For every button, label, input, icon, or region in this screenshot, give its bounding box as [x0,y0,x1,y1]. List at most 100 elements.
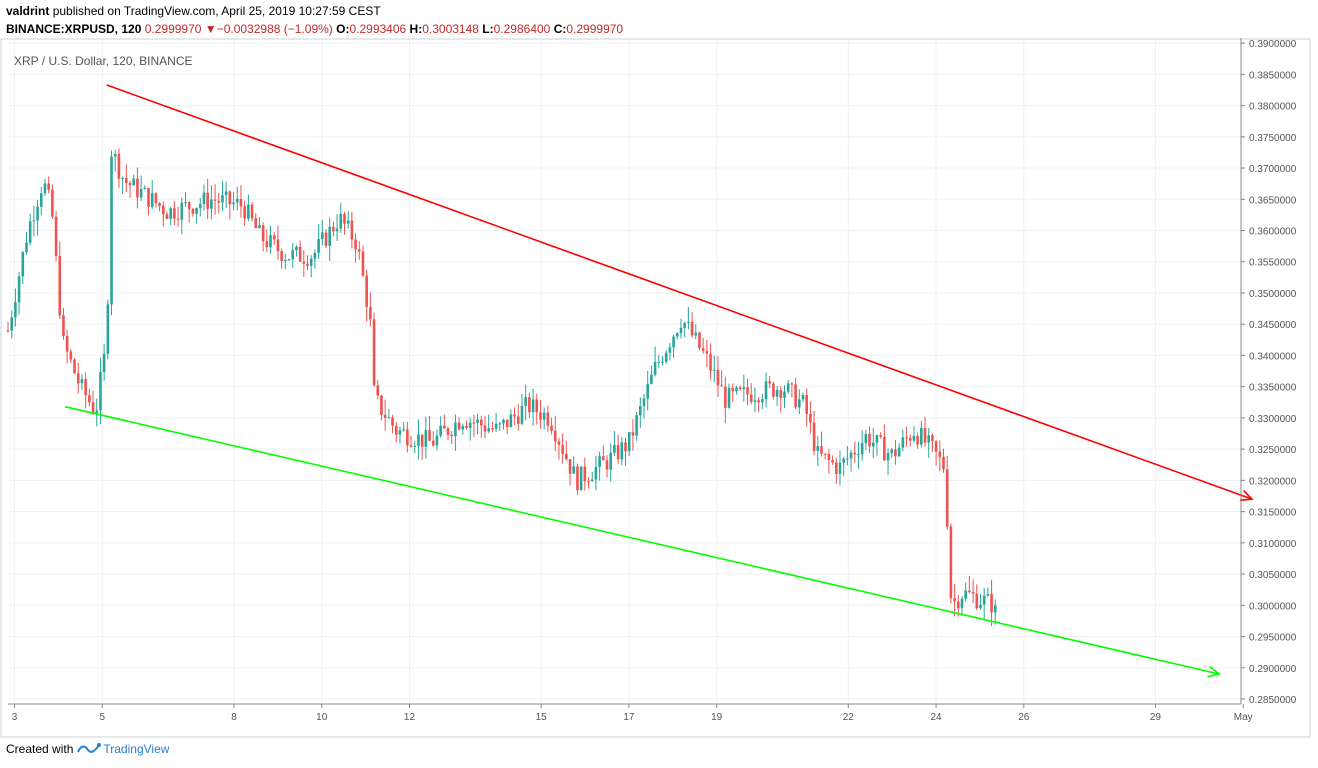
candle-body [742,387,746,390]
candle-body [213,199,217,201]
candle-body [724,386,727,408]
candle-body [443,425,446,429]
published-text: published on TradingView.com, April 25, … [52,4,381,18]
candle-body [58,255,62,316]
candle-body [631,432,635,436]
candle-body [746,387,749,395]
candle-body [76,373,80,384]
candle-body [376,385,380,396]
candle-body [265,241,269,248]
candle-body [117,153,121,179]
candle-body [749,394,753,402]
candle-body [309,258,313,266]
candle-body [842,458,845,463]
candle-body [786,383,790,392]
created-with-label: Created with [6,742,74,756]
candle-body [287,259,291,261]
candle-body [598,456,601,467]
candle-body [150,193,154,207]
candle-body [110,156,113,305]
candle-body [476,419,479,423]
candle-body [823,453,827,455]
price-chart[interactable]: 0.3900000 0.3850000 0.3800000 0.3750000 0.37… [0,38,1318,738]
candle-body [812,422,816,451]
candle-body [820,446,823,454]
price-tick-label: 0.3450000 [1249,320,1297,331]
tradingview-brand[interactable]: TradingView [103,742,170,756]
ohlc-header: BINANCE:XRPUSD, 120 0.2999970 ▼−0.003298… [6,22,623,36]
candle-body [953,598,956,602]
candle-body [332,226,335,232]
candle-body [779,389,783,398]
candle-body [217,200,221,203]
candle-body [291,250,295,260]
candle-body [561,444,564,454]
candle-body [391,417,394,426]
time-tick-label: 3 [12,712,18,723]
support-arrow-icon [1207,665,1221,678]
candle-body [971,592,975,594]
candle-body [701,348,705,351]
candle-body [505,419,509,428]
candle-body [912,435,916,441]
candle-body [687,321,690,323]
candle-body [920,428,923,445]
candle-body [439,425,442,436]
candle-body [927,435,931,443]
candle-body [254,218,258,229]
candle-body [990,594,993,613]
candle-body [491,428,494,430]
candle-body [794,384,797,408]
candle-body [602,456,605,461]
author-name[interactable]: valdrint [6,4,50,18]
candle-body [272,235,276,240]
support-line [64,405,1220,675]
candle-body [923,428,927,443]
candle-body [69,351,73,360]
candle-body [942,456,945,470]
candle-body [624,442,627,452]
high-label: H: [409,22,423,36]
candle-body [764,381,768,400]
time-tick-label: 12 [404,712,416,723]
candle-body [413,445,417,447]
candle-body [17,276,21,303]
candle-body [798,399,801,408]
candle-body [694,332,698,336]
candle-body [406,429,409,446]
candle-body [520,405,524,424]
candle-body [446,428,450,435]
low-label: L: [482,22,494,36]
candle-body [180,202,184,220]
publication-info: valdrint published on TradingView.com, A… [6,4,381,18]
candle-body [857,454,860,456]
candle-body [949,526,953,599]
candle-body [809,413,812,423]
open-value: 0.2993406 [349,22,407,36]
close-label: C: [553,22,567,36]
candle-body [80,379,84,384]
candle-body [224,191,228,196]
candle-body [646,383,649,399]
candle-body [269,235,272,248]
candle-body [979,604,982,609]
time-tick-label: 29 [1150,712,1162,723]
candle-body [816,446,820,451]
candle-body [712,369,716,371]
candle-body [165,214,169,219]
candle-body [335,228,339,232]
candle-body [938,451,942,457]
candle-body [879,435,882,437]
candle-body [239,198,243,207]
candle-body [47,183,50,190]
candle-body [62,315,65,337]
candle-body [609,452,613,470]
candle-body [657,361,661,363]
candle-body [354,239,357,250]
candle-body [535,399,539,413]
candle-body [350,220,354,240]
time-axis: 3 5 8 10 12 15 17 19 22 24 26 29 May [8,703,1253,723]
candle-body [191,208,195,214]
price-tick-label: 0.3650000 [1249,195,1297,206]
candle-body [553,430,557,442]
